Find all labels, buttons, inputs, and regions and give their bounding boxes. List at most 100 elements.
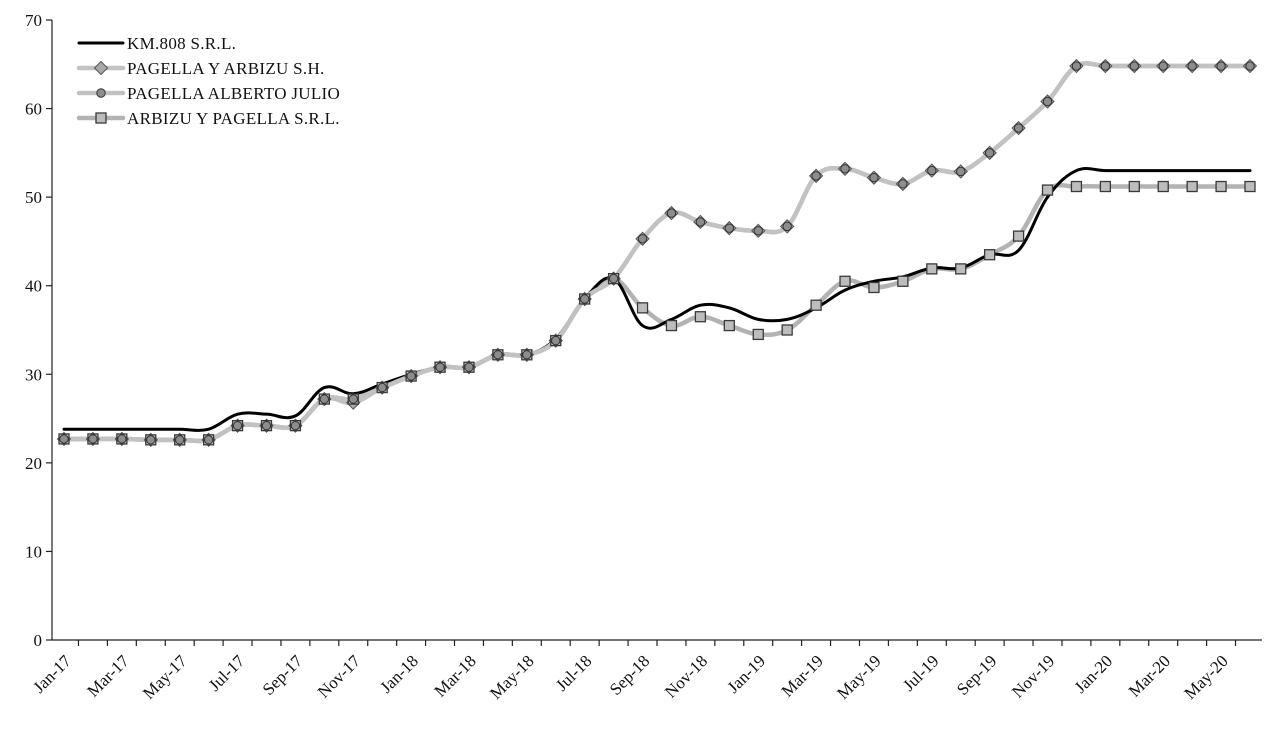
data-point [782, 221, 792, 232]
data-point [869, 172, 879, 183]
x-tick-label: Jan-18 [376, 651, 421, 696]
x-tick-label: Sep-17 [259, 651, 307, 699]
data-point [1245, 61, 1255, 71]
data-point [839, 275, 851, 287]
x-tick-label: Jul-19 [899, 651, 942, 694]
data-point [840, 164, 850, 174]
data-point [493, 350, 503, 360]
data-point [551, 335, 561, 346]
data-point [810, 299, 822, 311]
data-point [695, 217, 706, 227]
x-tick-label: May-18 [486, 651, 537, 702]
series-0 [62, 166, 1252, 432]
data-point [59, 434, 69, 444]
data-point [781, 324, 793, 336]
data-point [464, 362, 474, 372]
x-tick-label: Mar-19 [778, 651, 827, 700]
data-point [723, 319, 735, 332]
x-tick-label: Jan-17 [29, 651, 75, 697]
data-point [724, 223, 735, 233]
data-point [927, 165, 937, 176]
x-tick-label: Nov-18 [661, 651, 711, 701]
data-point [752, 328, 764, 341]
data-point [1215, 180, 1227, 193]
x-tick-label: Jan-19 [724, 651, 769, 696]
data-point [1158, 61, 1168, 71]
data-point [868, 281, 880, 294]
y-tick-label: 20 [25, 454, 42, 473]
legend: KM.808 S.R.L. PAGELLA Y ARBIZU S.H. PAGELL… [76, 34, 340, 128]
legend-marker [96, 88, 106, 98]
x-tick-label: Jul-17 [205, 651, 249, 695]
x-tick-label: Mar-18 [431, 651, 480, 700]
data-point [926, 263, 938, 275]
legend-label: PAGELLA ALBERTO JULIO [127, 84, 340, 103]
data-point [955, 263, 967, 275]
data-point [290, 420, 301, 431]
legend-marker [95, 112, 107, 124]
data-point [1070, 180, 1083, 193]
data-point [1244, 180, 1256, 193]
data-point [1013, 123, 1024, 133]
data-point [1186, 180, 1198, 193]
x-tick-label: Nov-19 [1008, 651, 1058, 701]
data-point [348, 394, 358, 404]
x-tick-label: Mar-17 [83, 651, 133, 701]
x-tick-label: Mar-20 [1125, 651, 1174, 700]
y-tick-label: 50 [25, 188, 42, 207]
data-point [117, 434, 127, 444]
legend-entry-3: ARBIZU Y PAGELLA S.R.L. [76, 109, 340, 128]
y-tick-label: 40 [25, 277, 42, 296]
data-point [1099, 180, 1112, 193]
data-point [1042, 96, 1053, 107]
data-point [261, 420, 272, 431]
x-tick-label: Sep-18 [606, 651, 653, 698]
data-point [1187, 61, 1197, 71]
data-point [435, 362, 445, 372]
y-tick-label: 0 [34, 631, 43, 650]
legend-marker [93, 60, 109, 76]
x-tick-label: May-19 [833, 651, 884, 702]
data-point [1100, 61, 1111, 71]
data-point [665, 319, 678, 332]
data-point [377, 382, 387, 393]
data-point [1157, 180, 1169, 193]
series-line [62, 166, 1252, 432]
data-point [1128, 180, 1140, 193]
data-point [406, 371, 416, 381]
series-markers-2 [59, 61, 1255, 445]
data-point [146, 435, 156, 445]
data-point [1071, 61, 1082, 71]
x-tick-label: Sep-19 [953, 651, 1000, 698]
data-point [897, 275, 909, 287]
data-point [522, 350, 532, 360]
x-tick-label: May-17 [139, 651, 191, 703]
data-point [88, 434, 98, 444]
data-point [811, 171, 821, 181]
data-point [984, 249, 996, 261]
legend-entry-0: KM.808 S.R.L. [77, 34, 236, 53]
y-tick-label: 10 [25, 542, 42, 561]
legend-entry-1: PAGELLA Y ARBIZU S.H. [76, 59, 325, 78]
data-point [637, 234, 648, 244]
x-tick-label: Jan-20 [1071, 651, 1116, 696]
data-point [636, 302, 649, 314]
data-point [608, 273, 619, 284]
data-point [1012, 230, 1025, 242]
data-point [956, 166, 966, 177]
y-tick-label: 30 [25, 365, 42, 384]
legend-label: PAGELLA Y ARBIZU S.H. [127, 59, 325, 78]
data-point [232, 420, 243, 431]
legend-label: ARBIZU Y PAGELLA S.R.L. [127, 109, 340, 128]
data-point [319, 394, 330, 404]
data-point [984, 148, 995, 158]
data-point [1129, 61, 1139, 71]
y-tick-label: 70 [25, 11, 42, 30]
data-point [203, 435, 214, 445]
data-point [666, 208, 677, 218]
data-point [753, 226, 763, 236]
x-tick-label: Nov-17 [314, 651, 365, 702]
series-group [56, 58, 1258, 448]
